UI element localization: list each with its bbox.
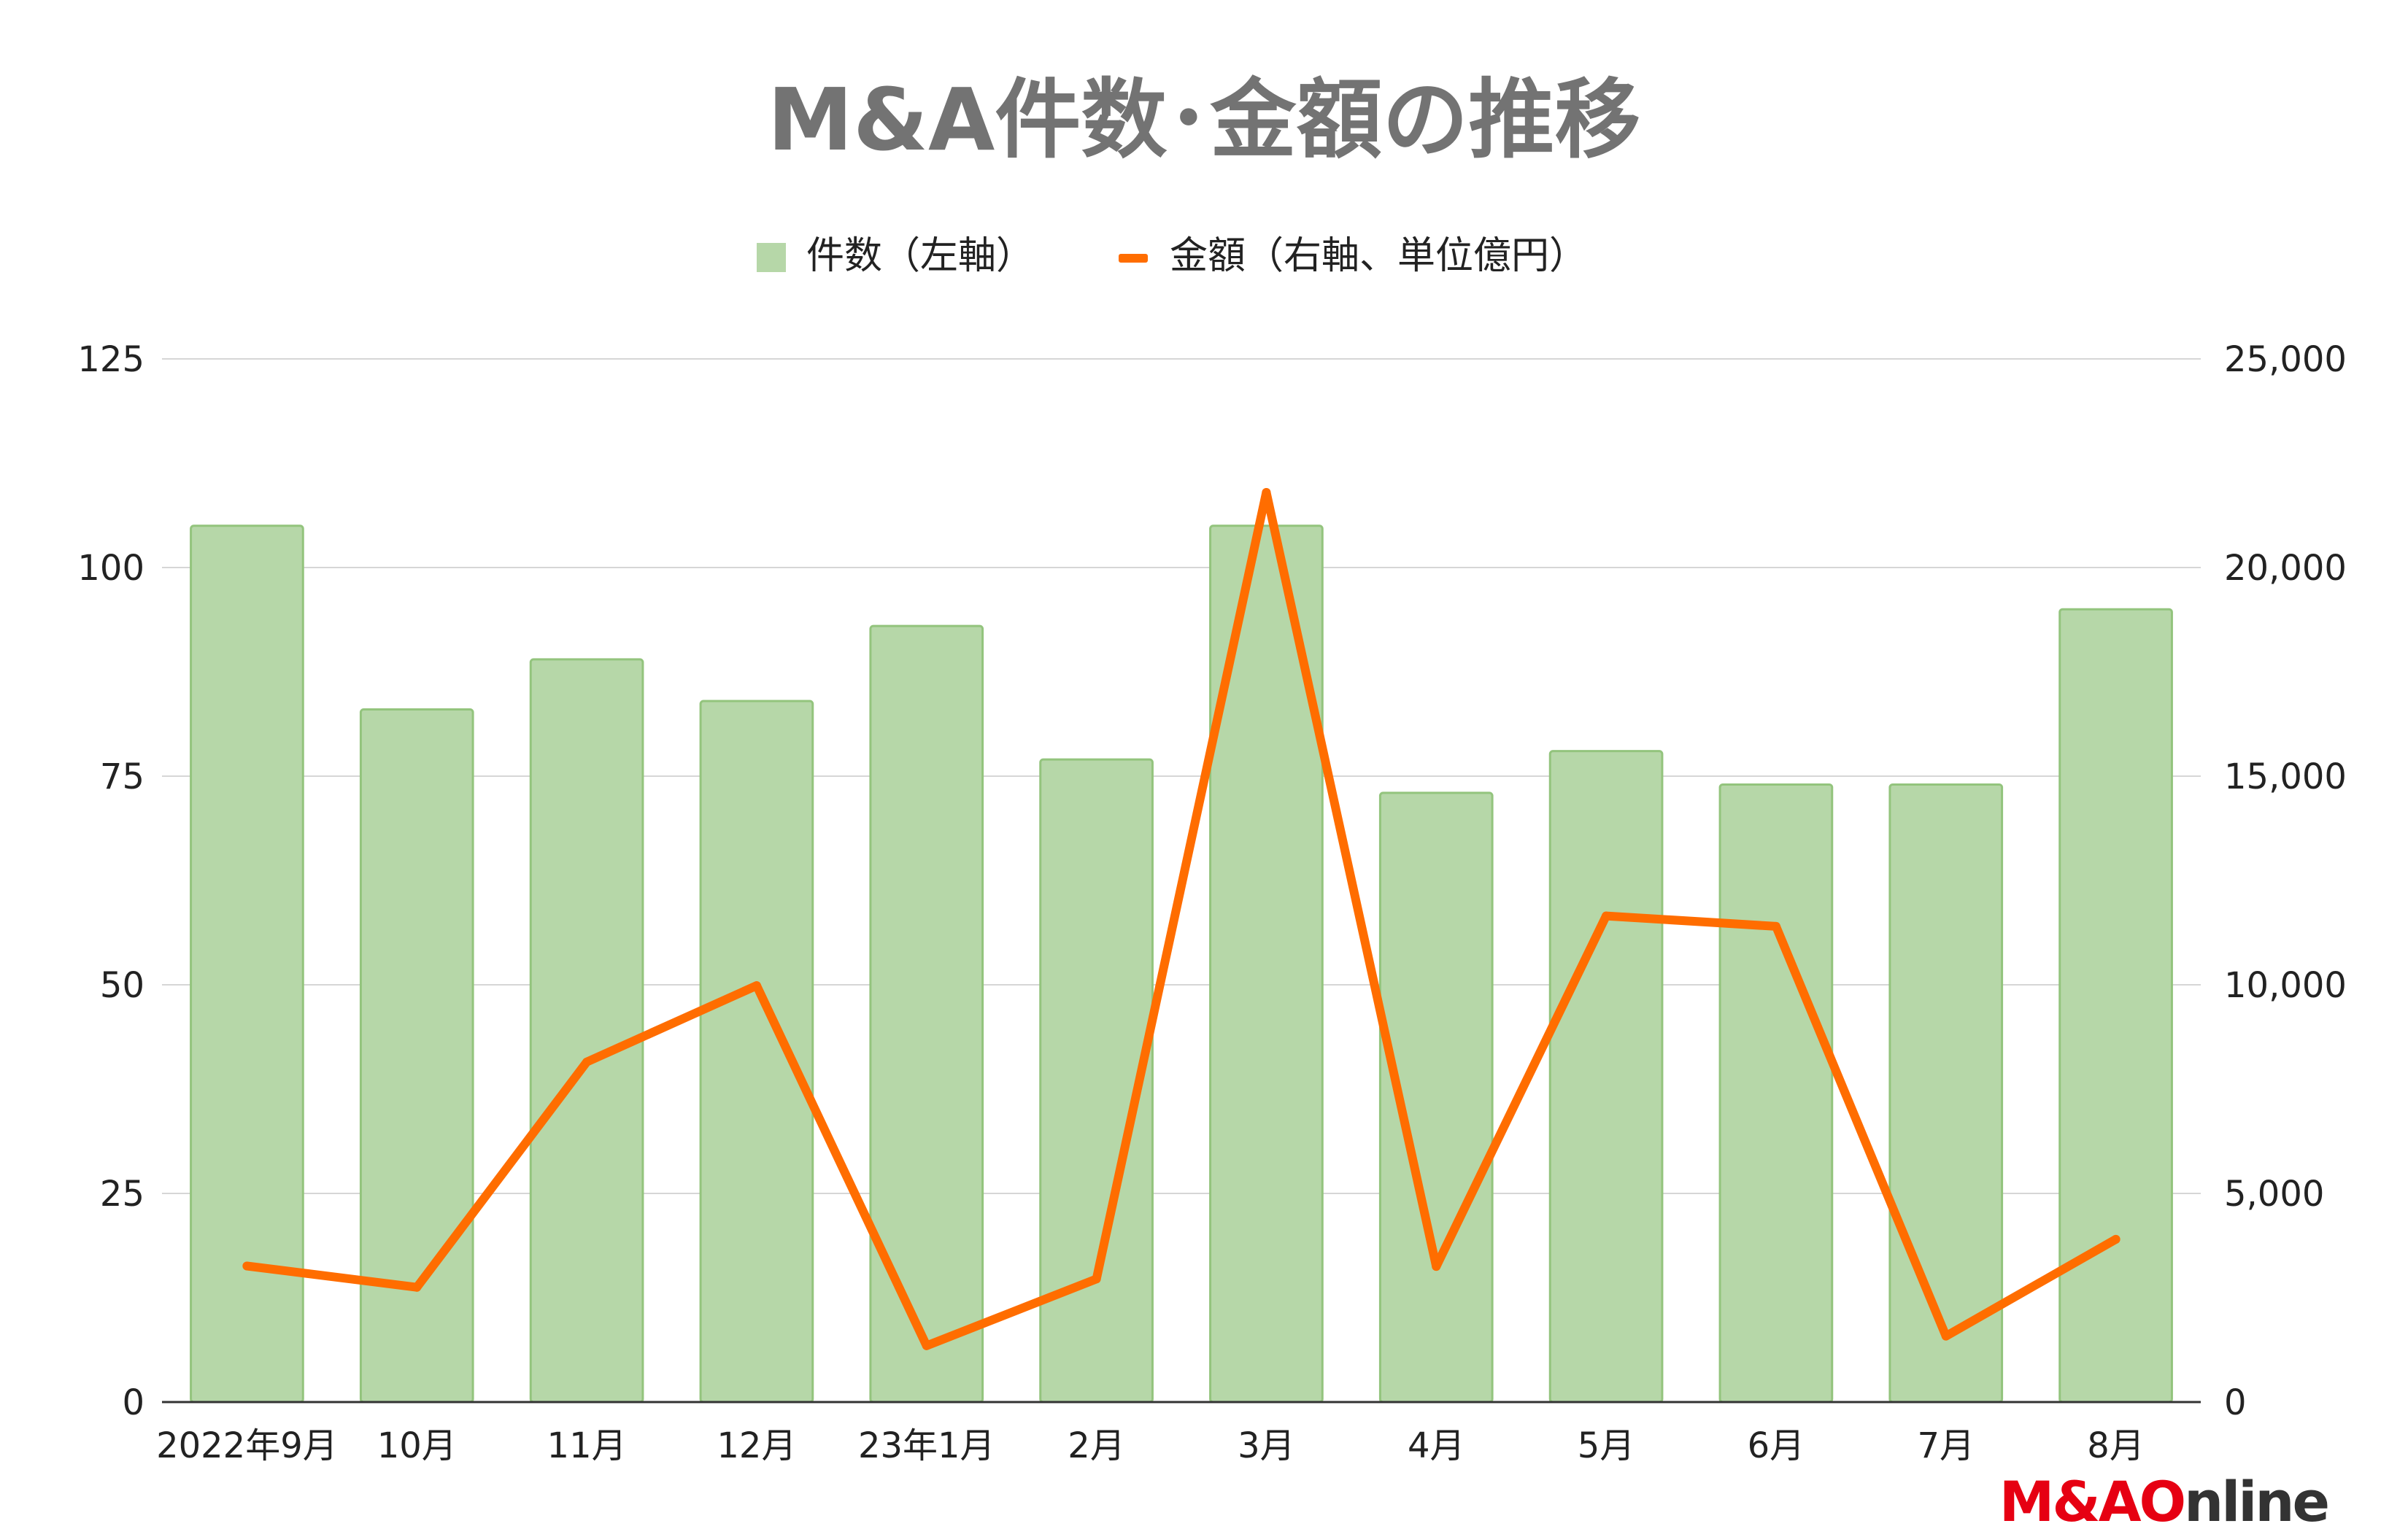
x-tick-label: 8月 xyxy=(2087,1425,2145,1466)
logo-text-2: O xyxy=(2139,1469,2187,1534)
left-tick-label: 25 xyxy=(100,1174,144,1215)
x-tick-label: 4月 xyxy=(1408,1425,1465,1466)
right-tick-label: 15,000 xyxy=(2224,756,2347,797)
x-tick-label: 23年1月 xyxy=(858,1425,995,1466)
right-tick-label: 5,000 xyxy=(2224,1174,2324,1215)
logo-text-3: nline xyxy=(2184,1469,2330,1534)
legend: 件数（左軸） 金額（右軸、単位億円） xyxy=(757,234,1587,278)
left-tick-label: 125 xyxy=(77,339,144,380)
left-tick-label: 100 xyxy=(77,548,144,589)
gridlines xyxy=(162,358,2201,1194)
x-tick-label: 3月 xyxy=(1238,1425,1295,1466)
bars xyxy=(190,524,2173,1404)
amount-line xyxy=(242,488,2120,1350)
logo-text-1: M&A xyxy=(1999,1469,2142,1534)
x-tick-label: 2月 xyxy=(1068,1425,1125,1466)
x-tick-label: 6月 xyxy=(1748,1425,1805,1466)
left-tick-label: 0 xyxy=(122,1382,144,1423)
x-tick-label: 12月 xyxy=(717,1425,796,1466)
right-tick-label: 25,000 xyxy=(2224,339,2347,380)
line-point xyxy=(1941,1331,1950,1341)
line-point xyxy=(1771,921,1780,931)
x-tick-label: 5月 xyxy=(1578,1425,1635,1466)
legend-label-bar: 件数（左軸） xyxy=(806,234,1034,278)
bar xyxy=(699,700,814,1404)
right-tick-label: 10,000 xyxy=(2224,965,2347,1006)
line-point xyxy=(1602,911,1611,921)
bar xyxy=(1548,750,1664,1404)
line-point xyxy=(1432,1262,1441,1271)
bar xyxy=(869,624,984,1404)
left-axis-ticks: 0 25 50 75 100 125 xyxy=(77,339,144,1423)
line-point xyxy=(412,1282,422,1292)
series-line xyxy=(242,488,2120,1350)
line-point xyxy=(922,1341,931,1350)
x-tick-label: 10月 xyxy=(377,1425,457,1466)
line-point xyxy=(2111,1234,2120,1244)
right-tick-label: 20,000 xyxy=(2224,548,2347,589)
x-axis-ticks: 2022年9月 10月 11月 12月 23年1月 2月 3月 4月 5月 6月 7月 8月 xyxy=(156,1425,2145,1466)
left-tick-label: 50 xyxy=(100,965,144,1006)
right-tick-label: 0 xyxy=(2224,1382,2247,1423)
line-point xyxy=(1092,1274,1101,1284)
x-tick-label: 7月 xyxy=(1917,1425,1975,1466)
line-point xyxy=(242,1261,252,1271)
chart-title: M&A件数･金額の推移 xyxy=(768,69,1641,170)
line-point xyxy=(752,981,761,991)
bar xyxy=(529,658,644,1404)
legend-label-line: 金額（右軸、単位億円） xyxy=(1170,234,1587,278)
bar xyxy=(359,708,474,1404)
x-tick-label: 2022年9月 xyxy=(156,1425,338,1466)
bar xyxy=(2058,608,2173,1404)
legend-swatch-bar xyxy=(757,243,786,272)
right-axis-ticks: 0 5,000 10,000 15,000 20,000 25,000 xyxy=(2224,339,2347,1423)
left-tick-label: 75 xyxy=(100,756,144,797)
line-point xyxy=(1262,488,1271,498)
line-point xyxy=(582,1057,592,1066)
logo: M&AOnline xyxy=(1999,1469,2330,1534)
legend-swatch-line xyxy=(1119,254,1148,263)
bar xyxy=(1718,783,1834,1404)
x-tick-label: 11月 xyxy=(547,1425,627,1466)
